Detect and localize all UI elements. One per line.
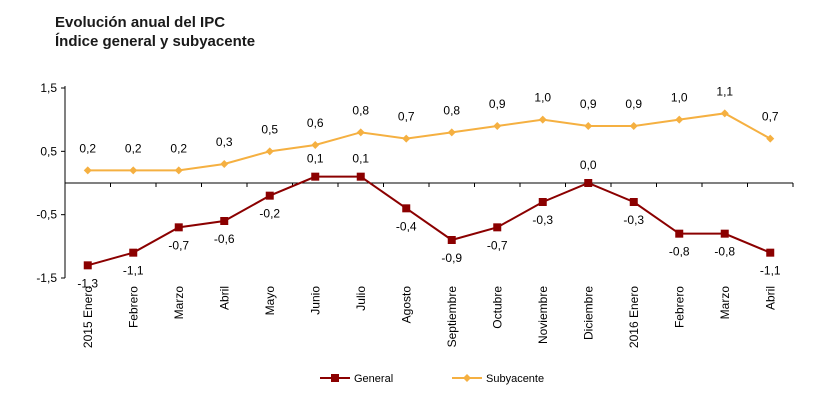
- data-label: 1,1: [716, 84, 733, 98]
- data-label: -0,4: [396, 219, 417, 233]
- chart-title-block: Evolución anual del IPC Índice general y…: [55, 13, 255, 51]
- data-point: [402, 204, 411, 213]
- data-label: 0,5: [261, 122, 278, 136]
- x-tick-label: Abril: [217, 286, 231, 310]
- data-point: [174, 166, 183, 175]
- data-point: [493, 122, 502, 130]
- x-tick-label: Octubre: [490, 286, 504, 329]
- data-point: [129, 248, 138, 257]
- data-label: 0,9: [625, 97, 642, 111]
- data-point: [629, 198, 638, 206]
- data-point: [584, 179, 593, 187]
- data-point: [174, 223, 183, 232]
- x-tick-label: Agosto: [399, 286, 413, 324]
- data-label: 0,3: [216, 135, 233, 149]
- x-tick-label: Diciembre: [581, 286, 595, 340]
- data-label: -1,1: [760, 264, 781, 278]
- data-point: [356, 128, 365, 137]
- axes: 1,5 0,5 -0,5 -1,5: [36, 81, 794, 285]
- data-point: [720, 109, 729, 118]
- x-tick-label: Abril: [763, 286, 777, 310]
- data-label: 0,8: [352, 103, 369, 117]
- chart-title: Evolución anual del IPC: [55, 14, 226, 31]
- data-point: [83, 166, 92, 175]
- data-label: 0,7: [398, 110, 415, 124]
- data-point: [629, 122, 638, 130]
- legend-label: General: [354, 373, 393, 385]
- x-tick-label: Mayo: [263, 286, 277, 316]
- data-label: -0,6: [214, 232, 235, 246]
- data-point: [538, 115, 547, 124]
- data-label: -1,1: [123, 264, 144, 278]
- legend: General Subyacente: [320, 373, 544, 385]
- x-tick-label: 2016 Enero: [627, 286, 641, 348]
- series-line-subyacente: [87, 112, 771, 172]
- data-point: [766, 134, 775, 143]
- x-tick-label: 2015 Enero: [81, 286, 95, 348]
- data-label: -0,8: [714, 245, 735, 259]
- data-label: -0,3: [532, 213, 553, 227]
- y-tick-label: -0,5: [36, 208, 57, 222]
- data-label: 1,0: [671, 91, 688, 105]
- series-line-general: [87, 175, 771, 267]
- data-point: [584, 122, 593, 130]
- data-label: 0,9: [580, 97, 597, 111]
- data-point: [675, 229, 684, 238]
- data-point: [720, 229, 729, 238]
- legend-marker: [463, 374, 471, 382]
- data-point: [675, 115, 684, 124]
- data-point: [265, 191, 274, 200]
- data-label: -0,7: [487, 238, 508, 252]
- y-tick-label: 0,5: [40, 144, 57, 158]
- data-point: [311, 172, 320, 181]
- legend-marker: [331, 374, 339, 382]
- data-point: [447, 236, 456, 244]
- data-point: [766, 248, 775, 257]
- data-label: 0,7: [762, 110, 779, 124]
- data-point: [311, 141, 320, 149]
- y-tick-label: -1,5: [36, 271, 57, 285]
- data-label: 0,0: [580, 158, 597, 172]
- x-tick-label: Febrero: [126, 286, 140, 328]
- data-labels: -1,3 -1,1 -0,7 -0,6 -0,2 0,1 0,1 -0,4 -0,9 -0,7 -0…: [77, 84, 781, 290]
- data-point: [220, 217, 229, 225]
- data-label: 0,9: [489, 97, 506, 111]
- data-point: [265, 147, 274, 156]
- series-lines: [83, 109, 775, 270]
- data-label: 0,2: [170, 141, 187, 155]
- x-tick-label: Febrero: [672, 286, 686, 328]
- data-point: [220, 160, 229, 168]
- data-point: [402, 134, 411, 143]
- x-tick-label: Septiembre: [445, 286, 459, 348]
- chart-subtitle: Índice general y subyacente: [55, 33, 256, 50]
- data-label: -0,9: [441, 251, 462, 265]
- y-tick-label: 1,5: [40, 81, 57, 95]
- data-point: [129, 166, 138, 175]
- data-label: 0,2: [79, 141, 96, 155]
- x-tick-label: Noviembre: [536, 286, 550, 344]
- x-tick-labels: 2015 Enero Febrero Marzo Abril Mayo Junio Juli…: [81, 286, 778, 348]
- data-label: -1,3: [77, 276, 98, 290]
- data-label: -0,2: [259, 207, 280, 221]
- data-point: [356, 172, 365, 181]
- data-point: [493, 223, 502, 232]
- x-tick-label: Julio: [354, 286, 368, 311]
- data-point: [83, 261, 92, 270]
- data-label: -0,7: [168, 238, 189, 252]
- legend-label: Subyacente: [486, 373, 544, 385]
- x-tick-label: Marzo: [718, 286, 732, 320]
- data-label: -0,8: [669, 245, 690, 259]
- x-tick-label: Marzo: [172, 286, 186, 320]
- data-point: [538, 198, 547, 206]
- data-label: -0,3: [623, 213, 644, 227]
- data-label: 1,0: [534, 91, 551, 105]
- data-label: 0,2: [125, 141, 142, 155]
- data-label: 0,8: [443, 103, 460, 117]
- data-point: [447, 128, 456, 137]
- x-tick-label: Junio: [308, 286, 322, 315]
- data-label: 0,6: [307, 116, 324, 130]
- data-label: 0,1: [307, 152, 324, 166]
- data-label: 0,1: [352, 152, 369, 166]
